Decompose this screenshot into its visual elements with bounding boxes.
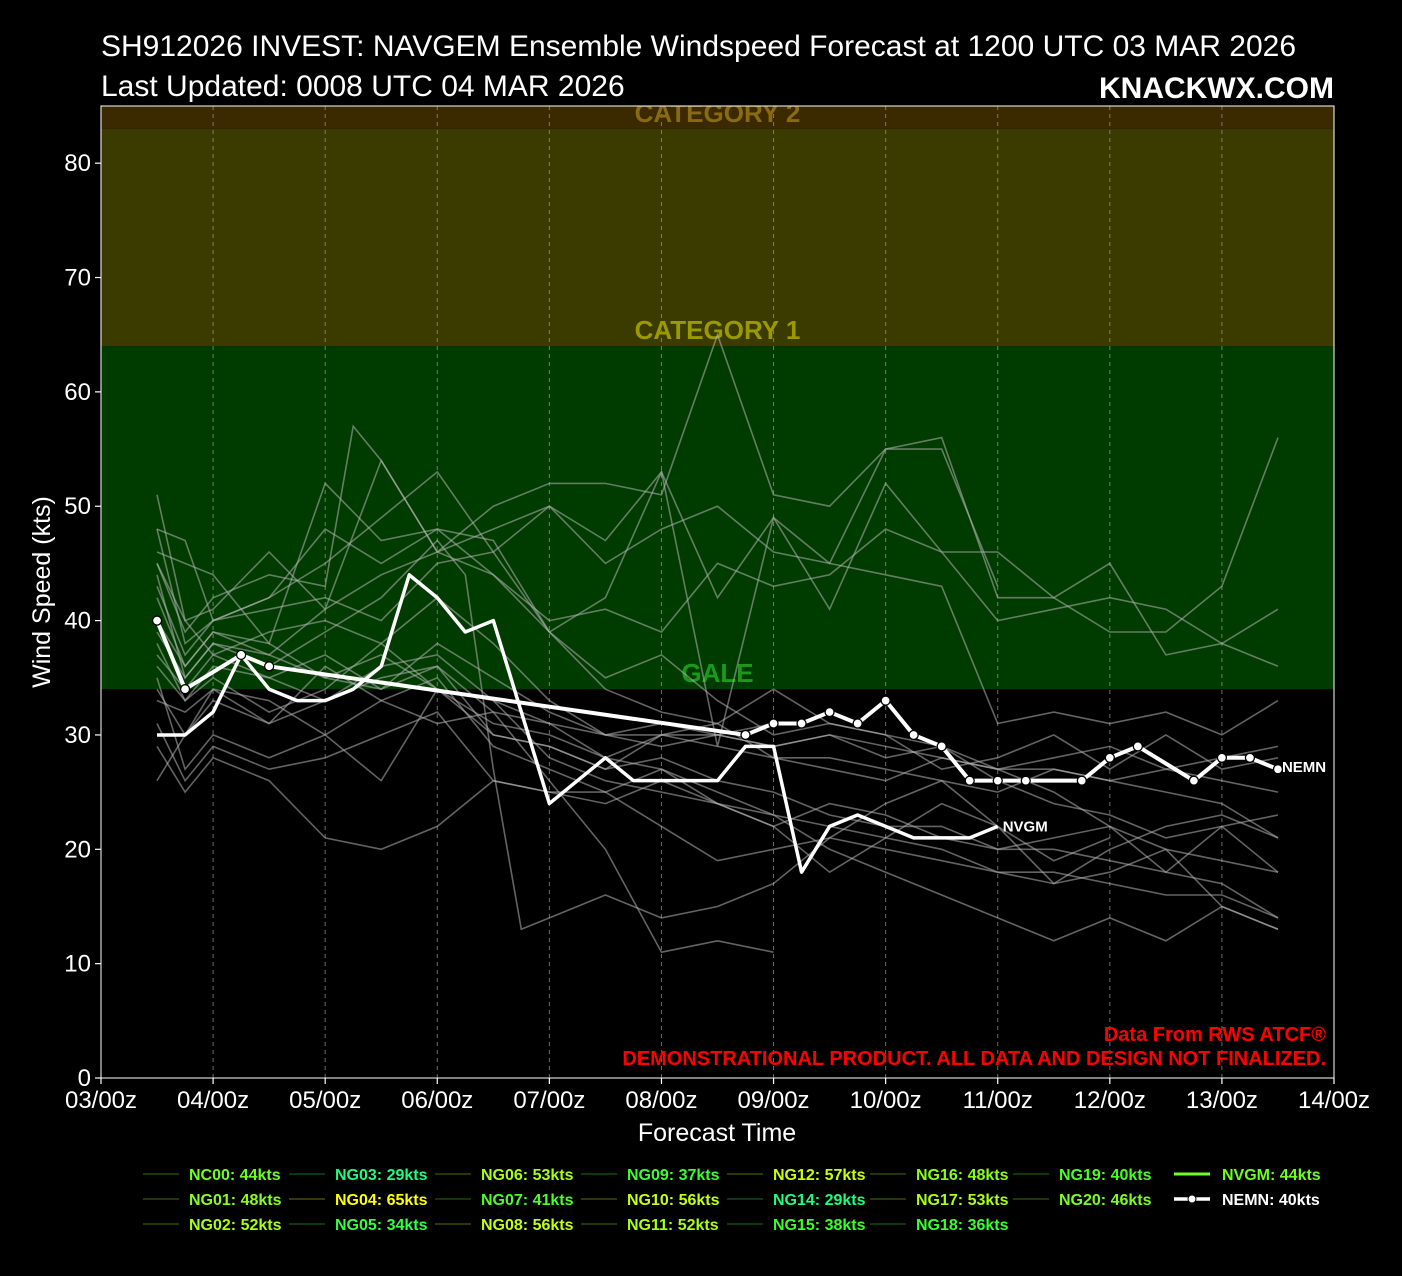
legend-entry-label: NG03: 29kts xyxy=(335,1167,428,1184)
data-source-credit: Data From RWS ATCF® xyxy=(1104,1024,1326,1046)
x-tick-label: 12/00z xyxy=(1074,1087,1146,1114)
x-tick-label: 10/00z xyxy=(850,1087,922,1114)
nemn-point xyxy=(964,775,975,786)
plot-frame xyxy=(100,105,1335,1079)
legend-entry-label: NG19: 40kts xyxy=(1059,1167,1152,1184)
nemn-point xyxy=(768,718,779,729)
nemn-point xyxy=(1188,775,1200,786)
plot-area: GALE CATEGORY 1 CATEGORY 2 NVGM NEMN 0 10 20 30 4… xyxy=(64,98,1370,1114)
legend-entry-label: NG10: 56kts xyxy=(627,1192,720,1209)
x-tick-label: 06/00z xyxy=(401,1087,473,1114)
y-tick-label: 50 xyxy=(64,493,91,520)
y-tick-label: 40 xyxy=(64,608,91,635)
legend-entry-label: NG06: 53kts xyxy=(481,1167,574,1184)
legend-entry-label: NG04: 65kts xyxy=(335,1192,428,1209)
legend-entry-label: NC00: 44kts xyxy=(189,1167,281,1184)
legend-entry-label: NG17: 53kts xyxy=(916,1192,1009,1209)
member-series-line xyxy=(156,528,1279,668)
member-series-line xyxy=(156,665,1279,873)
nemn-point xyxy=(796,718,807,729)
nvgm-series-line xyxy=(157,573,999,874)
chart-subtitle-updated: Last Updated: 0008 UTC 04 MAR 2026 xyxy=(101,70,625,103)
nemn-point xyxy=(1020,775,1031,786)
legend-entry-label: NG20: 46kts xyxy=(1059,1192,1152,1209)
band-label: CATEGORY 1 xyxy=(635,315,801,345)
x-tick-label: 07/00z xyxy=(513,1087,585,1114)
band-gale xyxy=(101,346,1334,690)
member-series-line xyxy=(156,551,1279,771)
x-tick-label: 14/00z xyxy=(1298,1087,1370,1114)
legend-entry-label: NG02: 52kts xyxy=(189,1217,282,1234)
nvgm-end-label: NVGM xyxy=(1003,818,1048,835)
chart-title: SH912026 INVEST: NAVGEM Ensemble Windspe… xyxy=(101,30,1296,63)
legend-entry-label: NG15: 38kts xyxy=(773,1217,866,1234)
legend-entry-label: NVGM: 44kts xyxy=(1222,1167,1321,1184)
member-series-line xyxy=(156,665,1279,919)
y-tick-label: 30 xyxy=(64,722,91,749)
x-tick-label: 03/00z xyxy=(65,1087,137,1114)
legend-entry-label: NG14: 29kts xyxy=(773,1192,866,1209)
x-axis-label: Forecast Time xyxy=(638,1119,796,1147)
legend-swatch-marker xyxy=(1187,1194,1197,1204)
x-tick-label: 11/00z xyxy=(963,1087,1033,1114)
demo-disclaimer: DEMONSTRATIONAL PRODUCT. ALL DATA AND DE… xyxy=(622,1048,1326,1070)
member-series-line xyxy=(156,653,1279,793)
nemn-point xyxy=(992,775,1003,786)
nemn-point xyxy=(1132,741,1143,752)
member-series-line xyxy=(156,424,1279,736)
legend-entry-label: NG12: 57kts xyxy=(773,1167,866,1184)
legend-entry-label: NEMN: 40kts xyxy=(1222,1192,1320,1209)
y-tick-label: 10 xyxy=(64,951,91,978)
nemn-point xyxy=(1216,752,1228,763)
legend: NC00: 44kts NG01: 48kts NG02: 52kts NG03: 2… xyxy=(143,1167,1321,1234)
member-series-line xyxy=(156,643,774,954)
legend-entry-label: NG11: 52kts xyxy=(627,1217,719,1234)
nemn-series-line xyxy=(155,619,1279,783)
nemn-point xyxy=(235,649,247,661)
series-group xyxy=(151,332,1284,954)
nemn-point xyxy=(1076,775,1087,786)
nemn-point xyxy=(824,706,835,718)
nemn-point xyxy=(1244,752,1256,763)
legend-entry-label: NG16: 48kts xyxy=(916,1167,1009,1184)
legend-entry-label: NG09: 37kts xyxy=(627,1167,720,1184)
nemn-point xyxy=(740,729,751,741)
band-label: GALE xyxy=(681,658,753,688)
legend-entry-label: NG08: 56kts xyxy=(481,1217,574,1234)
nemn-point xyxy=(263,661,275,672)
brand-label: KNACKWX.COM xyxy=(1099,72,1334,105)
x-tick-label: 08/00z xyxy=(625,1087,697,1114)
y-tick-label: 20 xyxy=(64,836,91,863)
nemn-point xyxy=(179,684,191,695)
nemn-point xyxy=(936,741,947,752)
nemn-point xyxy=(908,729,919,741)
y-tick-label: 70 xyxy=(64,265,91,292)
member-series-line xyxy=(156,539,1111,931)
member-series-line xyxy=(156,711,1279,919)
x-tick-label: 04/00z xyxy=(177,1087,249,1114)
nemn-point xyxy=(880,695,891,706)
legend-entry-label: NG18: 36kts xyxy=(916,1217,1009,1234)
nemn-end-label: NEMN xyxy=(1282,759,1326,776)
y-tick-label: 60 xyxy=(64,379,91,406)
x-tick-label: 13/00z xyxy=(1186,1087,1258,1114)
nemn-point xyxy=(151,615,163,626)
member-series-line xyxy=(156,551,1279,839)
y-axis-label: Wind Speed (kts) xyxy=(28,496,56,688)
band-category-1 xyxy=(101,128,1334,347)
nemn-point xyxy=(1272,764,1284,775)
nemn-point xyxy=(1104,752,1115,763)
member-series-line xyxy=(156,332,999,622)
nemn-point xyxy=(852,718,863,729)
x-tick-label: 05/00z xyxy=(289,1087,361,1114)
band-category-2 xyxy=(101,106,1334,129)
y-tick-label: 80 xyxy=(64,150,91,177)
legend-entry-label: NG01: 48kts xyxy=(189,1192,282,1209)
band-label: CATEGORY 2 xyxy=(635,98,801,128)
legend-entry-label: NG05: 34kts xyxy=(335,1217,428,1234)
y-tick-label: 0 xyxy=(78,1065,91,1092)
legend-entry-label: NG07: 41kts xyxy=(481,1192,574,1209)
x-tick-label: 09/00z xyxy=(738,1087,810,1114)
